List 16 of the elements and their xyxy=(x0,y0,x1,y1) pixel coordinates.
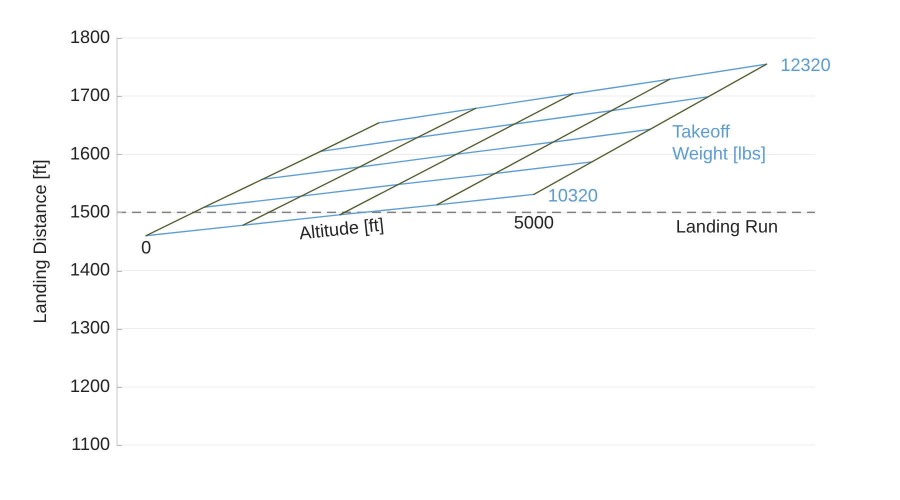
series-label: 12320 xyxy=(780,55,831,76)
y-tick-label: 1200 xyxy=(70,376,110,396)
ref-line-label: Landing Run xyxy=(676,216,778,236)
series-label: 5000 xyxy=(514,212,554,232)
y-tick-label: 1100 xyxy=(71,434,110,454)
y-tick-label: 1800 xyxy=(70,26,110,47)
annotation: Altitude [ft] xyxy=(298,214,385,244)
y-tick-label: 1600 xyxy=(70,143,110,164)
y-tick-label: 1300 xyxy=(70,318,110,338)
y-tick-label: 1500 xyxy=(70,201,110,222)
y-axis-title: Landing Distance [ft] xyxy=(30,159,50,324)
y-tick-label: 1400 xyxy=(70,260,110,280)
series-label: 10320 xyxy=(548,185,598,206)
series-label: 0 xyxy=(141,238,152,258)
y-tick-label: 1700 xyxy=(70,85,110,106)
annotation: Takeoff Weight [lbs] xyxy=(672,121,766,164)
